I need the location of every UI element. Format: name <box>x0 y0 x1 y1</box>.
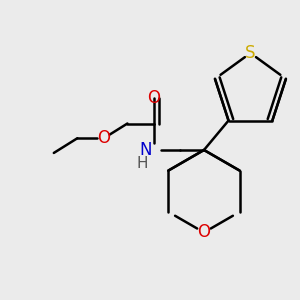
Text: O: O <box>98 129 110 147</box>
Text: H: H <box>136 156 148 171</box>
Text: O: O <box>147 89 161 107</box>
Text: O: O <box>197 224 211 242</box>
Text: S: S <box>245 44 256 62</box>
Text: N: N <box>140 141 152 159</box>
